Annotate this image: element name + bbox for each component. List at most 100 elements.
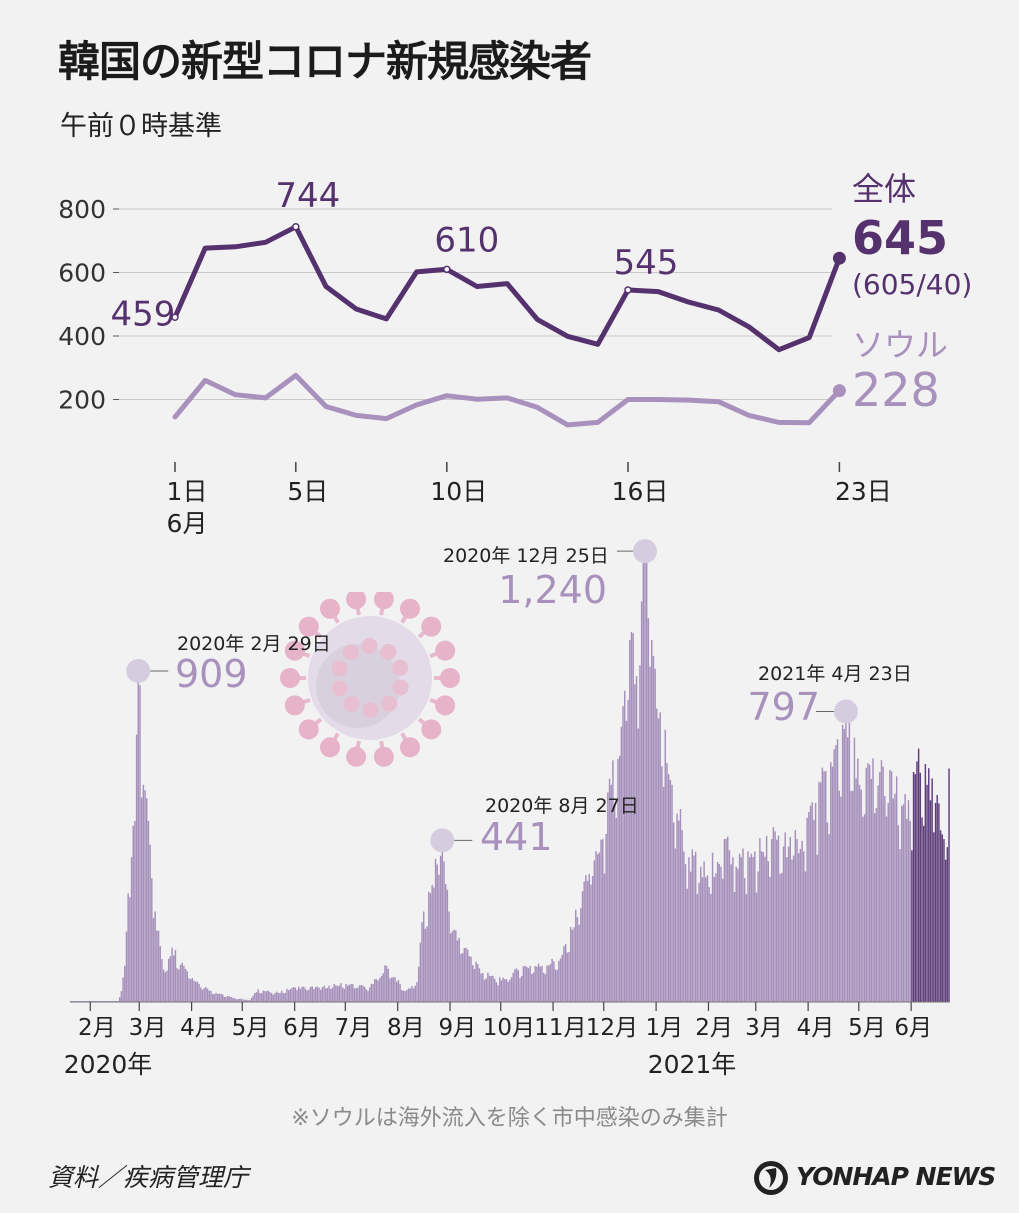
daily-bar bbox=[443, 861, 445, 1002]
daily-bar bbox=[727, 836, 729, 1002]
daily-bar-chart: 2月 3月 4月 5月 6月 7月 8月 9月 10月 11月 12月 1月 2月 3月 4月 5月 6月 202… bbox=[64, 539, 950, 1079]
daily-bar bbox=[713, 876, 715, 1002]
daily-bar bbox=[924, 764, 927, 1002]
daily-bar bbox=[284, 993, 286, 1002]
daily-bar bbox=[819, 782, 822, 1002]
daily-bar bbox=[781, 872, 783, 1002]
daily-bar bbox=[235, 999, 237, 1002]
daily-bar bbox=[152, 918, 155, 1002]
daily-bar bbox=[868, 764, 871, 1002]
yonhap-logo: YONHAP NEWS bbox=[752, 1156, 996, 1200]
daily-bar bbox=[929, 800, 932, 1002]
daily-bar bbox=[720, 866, 722, 1002]
daily-bar bbox=[490, 976, 493, 1002]
daily-bar bbox=[444, 883, 447, 1002]
daily-bar bbox=[700, 866, 702, 1002]
daily-bar bbox=[902, 804, 905, 1002]
daily-bar bbox=[257, 989, 259, 1002]
daily-bar bbox=[711, 852, 714, 1002]
y-tick-label: 800 bbox=[58, 195, 106, 224]
daily-bar bbox=[434, 858, 437, 1002]
total-point-marker bbox=[171, 313, 179, 322]
virus-surface-spot bbox=[342, 644, 359, 661]
daily-bar bbox=[696, 894, 699, 1002]
daily-bar bbox=[412, 988, 415, 1002]
daily-bar bbox=[627, 699, 629, 1002]
daily-bar bbox=[916, 761, 918, 1002]
daily-bar bbox=[529, 965, 531, 1002]
daily-bar bbox=[566, 952, 569, 1002]
daily-bar bbox=[230, 996, 232, 1002]
daily-bar bbox=[637, 728, 639, 1002]
daily-bar bbox=[343, 988, 346, 1002]
daily-bar bbox=[520, 975, 523, 1002]
daily-bar bbox=[678, 820, 680, 1002]
daily-bar bbox=[347, 985, 349, 1002]
daily-bar bbox=[917, 748, 920, 1002]
peak-date-label: 2020年 8月 27日 bbox=[485, 795, 639, 817]
daily-bar bbox=[287, 990, 290, 1002]
daily-bar bbox=[872, 758, 874, 1002]
daily-bar bbox=[591, 876, 594, 1002]
daily-bar bbox=[223, 997, 226, 1002]
daily-bar bbox=[335, 985, 337, 1002]
peak-value-label: 1,240 bbox=[498, 568, 607, 612]
daily-bar bbox=[777, 835, 780, 1002]
daily-bar bbox=[294, 987, 297, 1002]
daily-bar bbox=[169, 956, 172, 1002]
daily-bar bbox=[603, 873, 606, 1002]
daily-bar bbox=[140, 797, 143, 1002]
month-label: 12月 bbox=[586, 1015, 638, 1041]
daily-bar bbox=[357, 987, 359, 1002]
virus-spike-tip bbox=[320, 737, 340, 758]
month-label: 11月 bbox=[534, 1015, 586, 1041]
daily-bar bbox=[580, 908, 582, 1002]
daily-bar bbox=[848, 707, 851, 1002]
daily-bar bbox=[808, 812, 810, 1002]
daily-bar bbox=[537, 963, 540, 1002]
daily-bar bbox=[151, 878, 153, 1002]
daily-bar bbox=[269, 992, 271, 1002]
daily-bar bbox=[693, 855, 695, 1002]
daily-bar bbox=[629, 640, 631, 1002]
total-end-value: 645 bbox=[852, 211, 948, 265]
daily-bar bbox=[477, 964, 479, 1002]
daily-bar bbox=[250, 997, 253, 1002]
daily-bar bbox=[399, 983, 401, 1002]
daily-bar bbox=[468, 956, 471, 1002]
virus-surface-spot bbox=[381, 695, 398, 712]
daily-bar bbox=[718, 864, 721, 1002]
month-label: 4月 bbox=[180, 1015, 218, 1041]
month-label: 6月 bbox=[283, 1015, 321, 1041]
seoul-end-marker bbox=[832, 384, 846, 398]
daily-bar bbox=[787, 846, 790, 1002]
daily-bar bbox=[684, 864, 687, 1002]
daily-bar bbox=[593, 860, 596, 1002]
daily-bar bbox=[828, 834, 830, 1002]
daily-bar bbox=[760, 851, 763, 1002]
daily-bar bbox=[475, 961, 477, 1002]
daily-bar bbox=[534, 966, 536, 1002]
daily-bar bbox=[782, 846, 785, 1002]
x-tick-label: 16日 bbox=[612, 477, 669, 506]
daily-bar bbox=[130, 857, 133, 1002]
month-label: 2月 bbox=[695, 1015, 733, 1041]
daily-bar bbox=[377, 980, 379, 1002]
daily-bar bbox=[289, 989, 292, 1002]
daily-bar bbox=[553, 961, 555, 1002]
daily-bar bbox=[259, 993, 261, 1002]
daily-bar bbox=[640, 601, 643, 1002]
daily-bar bbox=[394, 977, 396, 1002]
daily-bar bbox=[407, 988, 410, 1002]
month-label: 3月 bbox=[129, 1015, 167, 1041]
daily-bar bbox=[541, 965, 543, 1002]
daily-bar bbox=[499, 977, 501, 1002]
daily-bar bbox=[247, 1000, 249, 1002]
daily-bar bbox=[401, 989, 403, 1002]
daily-bar bbox=[183, 965, 185, 1002]
daily-bar bbox=[429, 893, 432, 1002]
daily-bar bbox=[144, 790, 146, 1002]
daily-bar bbox=[617, 758, 619, 1002]
daily-bar bbox=[698, 882, 700, 1002]
